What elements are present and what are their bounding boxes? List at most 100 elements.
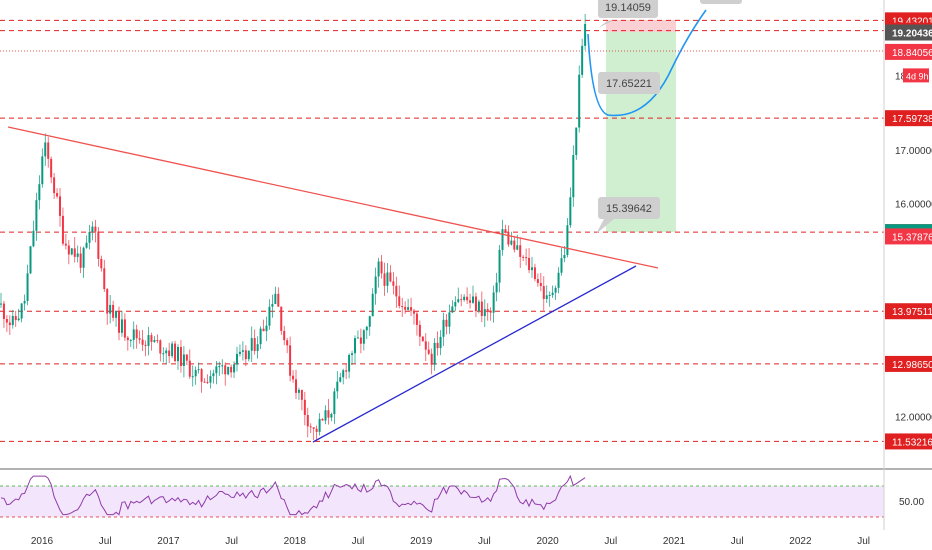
candle-body: [118, 311, 120, 333]
price-axis[interactable]: 12.0000016.0000017.0000018.419.4320119.2…: [885, 12, 932, 450]
candle-body: [386, 272, 389, 286]
candle-body: [274, 293, 277, 304]
level-price-tag: 12.98650: [885, 355, 932, 372]
candle-body: [531, 267, 533, 271]
candle-body: [177, 346, 179, 362]
candle-body: [283, 330, 286, 341]
candle-body: [401, 305, 404, 307]
candle-body: [560, 258, 563, 273]
level-price-tag-text: 13.97511: [892, 307, 932, 318]
candle-body: [365, 326, 368, 331]
candle-body: [383, 273, 386, 286]
callout-top[interactable]: 19.14059: [598, 0, 658, 28]
candle-body: [433, 342, 436, 365]
candle-body: [162, 353, 165, 355]
candle-body: [374, 276, 377, 294]
time-tick-label: Jul: [352, 536, 365, 547]
candle-body: [91, 226, 94, 233]
candle-body: [14, 316, 17, 321]
ascending-support-trendline[interactable]: [312, 265, 637, 443]
stop-zone[interactable]: [606, 20, 676, 32]
candle-body: [477, 301, 480, 312]
candle-body: [182, 354, 185, 366]
candle-body: [371, 293, 374, 317]
candle-body: [345, 370, 348, 372]
time-tick-label: 2019: [410, 536, 433, 547]
candle-body: [551, 292, 554, 295]
candle-body: [2, 303, 5, 319]
candle-body: [557, 272, 560, 288]
time-tick-label: 2018: [284, 536, 307, 547]
candle-body: [480, 301, 483, 316]
time-tick-label: 2016: [31, 536, 54, 547]
candle-body: [53, 177, 56, 194]
candle-body: [35, 200, 38, 231]
projection-curve[interactable]: [587, 9, 707, 117]
candle-body: [424, 341, 427, 350]
candle-body: [171, 343, 174, 357]
candle-body: [203, 381, 206, 383]
callout-middle[interactable]: 17.65221: [598, 72, 660, 94]
candle-body: [144, 344, 147, 346]
candle-body: [501, 229, 504, 251]
candle-body: [513, 240, 516, 250]
candle-body: [404, 306, 407, 310]
price-tag: 15.37876: [885, 228, 932, 245]
candle-body: [97, 231, 100, 259]
candle-body: [486, 309, 489, 311]
time-tick-label: 2017: [157, 536, 180, 547]
candle-body: [233, 364, 236, 373]
candle-body: [268, 306, 271, 326]
candle-body: [439, 336, 442, 349]
candle-body: [463, 296, 466, 301]
callout-bottom[interactable]: 15.39642: [596, 197, 660, 234]
candle-body: [297, 389, 300, 393]
time-axis[interactable]: 2016 Jul 2017 Jul 2018 Jul 2019 Jul 2020 Jul 2021 J…: [31, 536, 870, 547]
candle-body: [94, 226, 97, 232]
candle-body: [572, 155, 575, 198]
candle-body: [510, 240, 513, 245]
candle-body: [569, 197, 572, 226]
candle-body: [410, 307, 413, 311]
candle-body: [460, 299, 463, 301]
candle-body: [303, 399, 306, 416]
last-price-tag: 19.20436: [885, 24, 932, 41]
time-tick-label: 2020: [536, 536, 559, 547]
candle-body: [324, 410, 327, 421]
level-price-tag-text: 11.53216: [892, 437, 932, 448]
candle-body: [247, 350, 250, 360]
candle-body: [306, 415, 309, 427]
candle-body: [73, 248, 76, 257]
candle-body: [159, 340, 162, 354]
candle-body: [168, 350, 171, 357]
candle-body: [474, 296, 477, 312]
candle-body: [244, 350, 247, 360]
candle-body: [150, 335, 153, 342]
candle-body: [61, 215, 64, 244]
candle-body: [38, 184, 41, 201]
candle-body: [312, 427, 315, 429]
candle-body: [271, 303, 274, 307]
bar-countdown: 4d 9h: [903, 68, 929, 83]
price-tag-text: 18.84056: [892, 48, 932, 59]
price-tick-label: 16.00000: [895, 199, 932, 210]
candle-body: [179, 346, 182, 366]
candle-body: [356, 337, 359, 339]
candle-body: [215, 366, 218, 374]
candle-body: [584, 24, 587, 46]
candle-body: [277, 293, 280, 307]
candle-body: [112, 304, 115, 318]
descending-resistance-trendline[interactable]: [7, 126, 659, 269]
time-tick-label: Jul: [731, 536, 744, 547]
candle-body: [289, 345, 292, 376]
candle-body: [454, 302, 457, 307]
candle-body: [191, 376, 194, 378]
candle-body: [141, 339, 144, 345]
candle-body: [85, 242, 88, 248]
candle-body: [451, 306, 454, 313]
candle-body: [70, 248, 73, 255]
candle-body: [395, 285, 398, 297]
candle-body: [466, 296, 469, 301]
candle-body: [194, 370, 197, 377]
